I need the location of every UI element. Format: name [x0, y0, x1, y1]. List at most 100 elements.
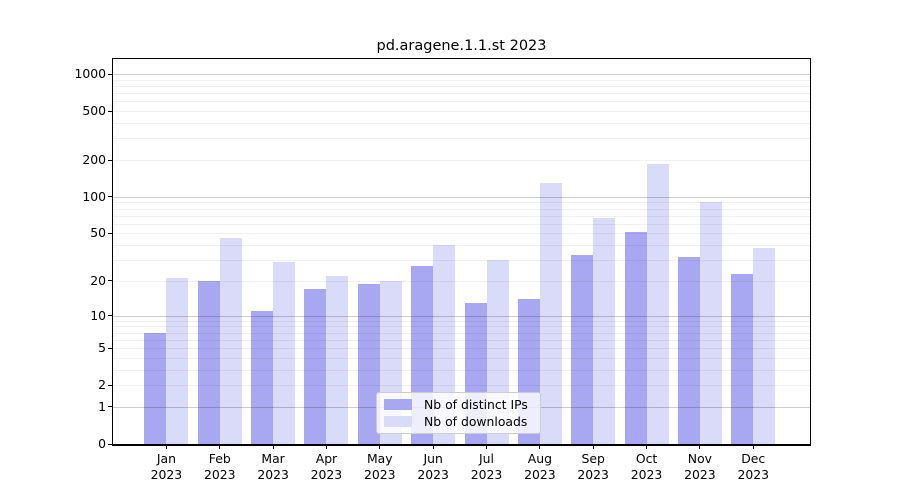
minor-gridline: [113, 85, 810, 87]
x-tick-label: Jul 2023: [470, 451, 503, 482]
x-tick-mark: [699, 445, 701, 449]
bar-distinct-ips-dec: [731, 273, 754, 444]
y-tick-mark: [108, 232, 112, 234]
y-tick-mark: [108, 280, 112, 282]
x-tick-label: Nov 2023: [684, 451, 716, 482]
y-tick-label: 500: [82, 103, 106, 119]
bar-downloads-feb: [219, 237, 242, 444]
y-tick-mark: [108, 443, 112, 445]
bar-distinct-ips-sep: [571, 255, 594, 444]
y-tick-label: 200: [82, 152, 106, 168]
minor-gridline: [113, 348, 810, 350]
y-tick-label: 1000: [74, 66, 106, 82]
bar-distinct-ips-apr: [304, 289, 327, 444]
x-tick-label: Aug 2023: [524, 451, 556, 482]
x-tick-mark: [219, 445, 221, 449]
legend-entry-distinct-ips: Nb of distinct IPs: [384, 396, 540, 412]
minor-gridline: [113, 202, 810, 204]
minor-gridline: [113, 326, 810, 328]
plot-area: Nb of distinct IPs Nb of downloads: [113, 59, 810, 444]
left-spine: [112, 58, 113, 445]
y-tick-label: 0: [98, 436, 106, 451]
minor-gridline: [113, 233, 810, 235]
y-tick-label: 50: [90, 225, 106, 241]
legend-swatch-distinct-ips: [384, 399, 412, 410]
legend-entry-downloads: Nb of downloads: [384, 414, 540, 429]
minor-gridline: [113, 357, 810, 359]
minor-gridline: [113, 385, 810, 387]
y-tick-label: 100: [82, 188, 106, 204]
minor-gridline: [113, 260, 810, 262]
y-tick-mark: [108, 347, 112, 349]
minor-gridline: [113, 111, 810, 113]
minor-gridline: [113, 101, 810, 103]
x-tick-label: Oct 2023: [630, 451, 663, 482]
x-tick-mark: [646, 445, 648, 449]
x-tick-label: Jan 2023: [150, 451, 183, 482]
minor-gridline: [113, 215, 810, 217]
y-tick-label: 2: [98, 377, 106, 393]
minor-gridline: [113, 320, 810, 322]
minor-gridline: [113, 79, 810, 81]
y-tick-label: 5: [98, 340, 106, 356]
x-tick-mark: [486, 445, 487, 449]
x-tick-mark: [592, 445, 594, 449]
minor-gridline: [113, 160, 810, 162]
bar-downloads-nov: [699, 202, 722, 444]
right-spine: [810, 58, 811, 445]
y-tick-mark: [108, 384, 112, 386]
minor-gridline: [113, 339, 810, 341]
x-tick-mark: [325, 445, 327, 449]
bar-downloads-mar: [273, 261, 296, 444]
y-tick-label: 1: [98, 398, 106, 414]
x-tick-label: Sep 2023: [577, 451, 609, 482]
bar-distinct-ips-feb: [197, 280, 220, 444]
x-tick-label: Feb 2023: [203, 451, 236, 482]
y-tick-mark: [108, 196, 112, 198]
minor-gridline: [113, 138, 810, 140]
y-tick-label: 20: [90, 272, 106, 288]
minor-gridline: [113, 123, 810, 125]
x-tick-label: Jun 2023: [417, 451, 449, 482]
major-gridline: [113, 74, 810, 76]
bar-downloads-apr: [326, 276, 349, 444]
y-tick-label: 10: [90, 307, 106, 323]
legend: Nb of distinct IPs Nb of downloads: [376, 392, 541, 434]
y-tick-mark: [108, 159, 112, 161]
bottom-spine: [112, 444, 811, 446]
y-tick-mark: [108, 73, 112, 75]
bar-downloads-oct: [646, 164, 669, 444]
x-tick-mark: [272, 445, 274, 449]
major-gridline: [113, 315, 810, 317]
y-tick-mark: [108, 110, 112, 112]
chart-title: pd.aragene.1.1.st 2023: [376, 38, 547, 54]
bar-distinct-ips-jan: [144, 332, 167, 444]
bar-downloads-sep: [593, 218, 616, 444]
x-tick-label: Dec 2023: [737, 451, 770, 482]
grid-layer: [113, 59, 810, 444]
x-tick-mark: [432, 445, 434, 449]
minor-gridline: [113, 245, 810, 247]
minor-gridline: [113, 208, 810, 210]
x-tick-label: Apr 2023: [310, 451, 343, 482]
bar-distinct-ips-nov: [677, 256, 700, 444]
y-tick-mark: [108, 315, 112, 317]
x-tick-mark: [165, 445, 167, 449]
x-tick-label: Mar 2023: [257, 451, 289, 482]
minor-gridline: [113, 369, 810, 371]
legend-label-distinct-ips: Nb of distinct IPs: [424, 396, 528, 412]
major-gridline: [113, 196, 810, 198]
minor-gridline: [113, 93, 810, 95]
bar-distinct-ips-may: [357, 283, 380, 444]
bar-downloads-aug: [539, 182, 562, 444]
bar-distinct-ips-oct: [624, 232, 647, 444]
bar-downloads-dec: [753, 247, 776, 444]
top-spine: [112, 58, 811, 59]
minor-gridline: [113, 332, 810, 334]
bar-downloads-jan: [166, 278, 189, 444]
x-tick-mark: [539, 445, 541, 449]
minor-gridline: [113, 280, 810, 282]
x-tick-mark: [379, 445, 381, 449]
x-tick-label: May 2023: [364, 451, 396, 482]
